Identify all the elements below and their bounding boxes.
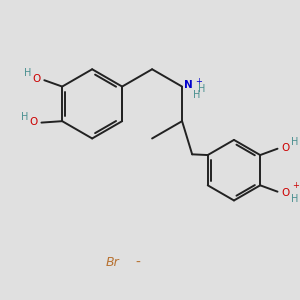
Text: H: H: [290, 194, 298, 204]
Text: -: -: [136, 256, 141, 269]
Text: H: H: [198, 84, 206, 94]
Text: O: O: [281, 142, 290, 152]
Text: +: +: [292, 182, 299, 190]
Text: H: H: [21, 112, 28, 122]
Text: O: O: [281, 188, 290, 198]
Text: +: +: [195, 77, 202, 86]
Text: O: O: [29, 117, 38, 127]
Text: H: H: [24, 68, 31, 78]
Text: H: H: [194, 90, 201, 100]
Text: N: N: [184, 80, 193, 90]
Text: Br: Br: [106, 256, 119, 269]
Text: O: O: [32, 74, 41, 84]
Text: H: H: [290, 137, 298, 147]
